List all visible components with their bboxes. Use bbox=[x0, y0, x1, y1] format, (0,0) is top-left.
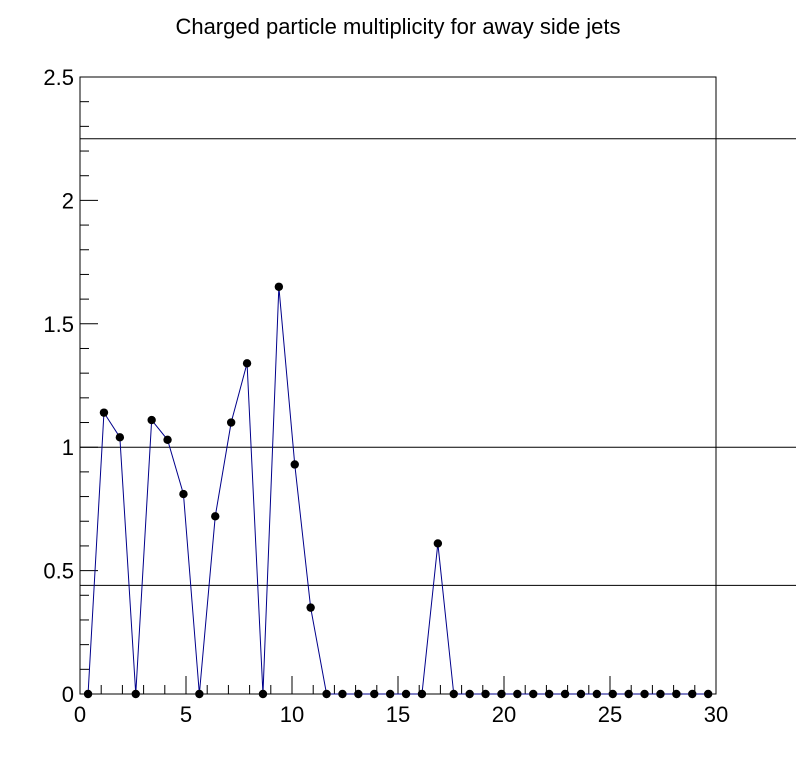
reference-lines bbox=[80, 138, 796, 586]
data-point bbox=[338, 689, 347, 699]
data-point bbox=[131, 689, 140, 699]
data-point bbox=[99, 408, 109, 417]
data-point bbox=[703, 689, 713, 699]
data-point bbox=[147, 415, 156, 425]
data-point bbox=[163, 435, 172, 444]
data-point bbox=[179, 489, 188, 499]
data-point bbox=[211, 512, 220, 521]
data-point bbox=[497, 689, 506, 699]
data-point bbox=[322, 689, 331, 699]
data-point bbox=[417, 689, 427, 699]
x-tick-label: 5 bbox=[180, 702, 192, 727]
data-point bbox=[226, 418, 236, 427]
data-point bbox=[290, 460, 299, 469]
x-tick-label: 20 bbox=[492, 702, 516, 727]
data-point bbox=[115, 433, 125, 442]
x-tick-label: 25 bbox=[598, 702, 622, 727]
data-point bbox=[656, 689, 665, 699]
data-point bbox=[672, 689, 681, 699]
data-point bbox=[688, 689, 697, 699]
data-point bbox=[195, 689, 204, 699]
data-point bbox=[560, 689, 570, 699]
data-point bbox=[385, 689, 395, 699]
data-point bbox=[513, 689, 522, 699]
x-tick-label: 0 bbox=[74, 702, 86, 727]
x-tick-label: 15 bbox=[386, 702, 410, 727]
tick-labels: 0 5 10 15 20 25 30 0 0.5 1 1.5 2 2.5 bbox=[43, 65, 728, 727]
data-point bbox=[576, 689, 586, 699]
y-tick-label: 0 bbox=[62, 682, 74, 707]
data-point bbox=[640, 689, 649, 699]
series-line bbox=[87, 286, 709, 695]
data-point bbox=[274, 282, 284, 291]
data-point bbox=[481, 689, 490, 699]
data-point bbox=[529, 689, 538, 699]
data-point bbox=[242, 359, 252, 368]
data-point bbox=[433, 539, 443, 548]
x-tick-label: 10 bbox=[280, 702, 304, 727]
x-tick-label: 30 bbox=[704, 702, 728, 727]
data-point bbox=[370, 689, 379, 699]
y-tick-label: 2.5 bbox=[43, 65, 74, 90]
data-point bbox=[83, 689, 93, 699]
y-tick-label: 0.5 bbox=[43, 559, 74, 584]
data-point bbox=[258, 689, 268, 699]
axis-ticks bbox=[79, 76, 717, 695]
data-point bbox=[624, 689, 633, 699]
data-point bbox=[544, 689, 554, 699]
data-series bbox=[83, 282, 713, 699]
data-point bbox=[306, 603, 315, 612]
data-point bbox=[449, 689, 458, 699]
data-point bbox=[608, 689, 617, 699]
chart-title: Charged particle multiplicity for away s… bbox=[175, 14, 620, 39]
plot-frame bbox=[79, 76, 717, 695]
y-tick-label: 1.5 bbox=[43, 312, 74, 337]
data-point bbox=[354, 689, 363, 699]
y-tick-label: 2 bbox=[62, 188, 74, 213]
data-point bbox=[592, 689, 602, 699]
y-tick-label: 1 bbox=[62, 435, 74, 460]
data-point bbox=[465, 689, 474, 699]
data-point bbox=[401, 689, 411, 699]
